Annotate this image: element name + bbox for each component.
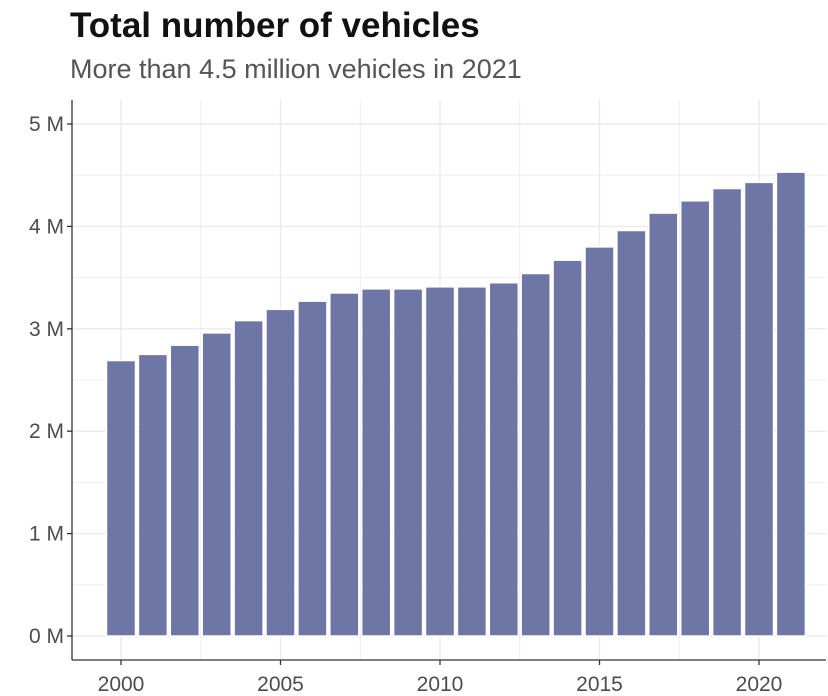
bar-2021 bbox=[775, 171, 807, 637]
bar-2016 bbox=[616, 229, 647, 637]
bar-2009 bbox=[392, 288, 424, 637]
x-tick-label: 2015 bbox=[576, 673, 623, 696]
bar-2005 bbox=[265, 308, 296, 637]
bar-2003 bbox=[201, 332, 232, 637]
y-tick-label: 5 M bbox=[29, 113, 64, 136]
bar-2014 bbox=[552, 259, 583, 637]
axes: 0 M 1 M 2 M 3 M 4 M 5 M 2000 2005 2010 2015 2020 bbox=[29, 100, 826, 696]
bar-2018 bbox=[679, 200, 711, 637]
bar-2002 bbox=[169, 344, 201, 637]
bar-2011 bbox=[456, 286, 488, 637]
x-tick-label: 2020 bbox=[736, 673, 783, 696]
bars bbox=[105, 171, 807, 637]
x-tick-label: 2000 bbox=[98, 673, 145, 696]
bar-2013 bbox=[520, 272, 551, 637]
chart-subtitle: More than 4.5 million vehicles in 2021 bbox=[70, 54, 522, 84]
x-tick-label: 2005 bbox=[257, 673, 304, 696]
bar-2006 bbox=[297, 300, 328, 637]
y-tick-label: 4 M bbox=[29, 215, 64, 238]
x-tick-label: 2010 bbox=[417, 673, 464, 696]
y-tick-label: 2 M bbox=[29, 420, 64, 443]
bar-2020 bbox=[743, 181, 775, 637]
bar-2004 bbox=[233, 319, 264, 637]
bar-2007 bbox=[329, 292, 360, 637]
y-tick-label: 1 M bbox=[29, 523, 64, 546]
bar-2015 bbox=[584, 246, 615, 637]
bar-2010 bbox=[424, 286, 456, 637]
y-tick-label: 3 M bbox=[29, 318, 64, 341]
bar-2001 bbox=[137, 353, 169, 637]
bar-2000 bbox=[105, 359, 137, 637]
y-tick-label: 0 M bbox=[29, 625, 64, 648]
bar-2017 bbox=[648, 212, 679, 637]
bar-2012 bbox=[488, 281, 520, 637]
bar-2019 bbox=[711, 187, 743, 637]
chart-title: Total number of vehicles bbox=[70, 6, 480, 45]
bar-2008 bbox=[360, 288, 392, 637]
